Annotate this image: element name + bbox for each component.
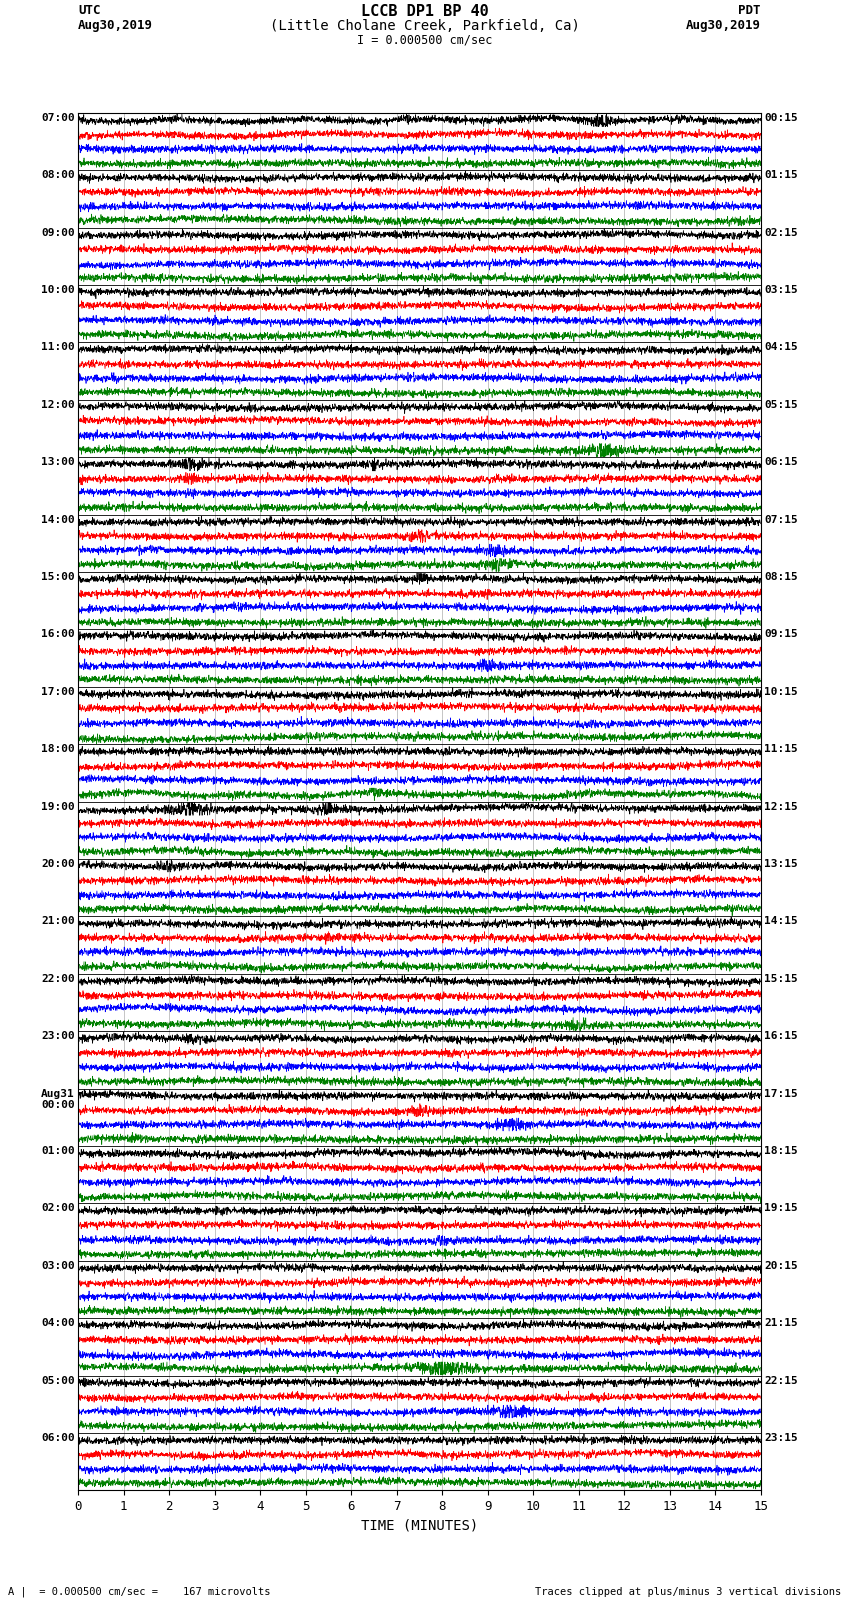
Text: 23:15: 23:15	[764, 1432, 798, 1444]
Text: (Little Cholane Creek, Parkfield, Ca): (Little Cholane Creek, Parkfield, Ca)	[270, 18, 580, 32]
Text: Aug30,2019: Aug30,2019	[78, 18, 153, 32]
Text: 08:15: 08:15	[764, 573, 798, 582]
X-axis label: TIME (MINUTES): TIME (MINUTES)	[361, 1519, 478, 1532]
Text: 10:15: 10:15	[764, 687, 798, 697]
Text: LCCB DP1 BP 40: LCCB DP1 BP 40	[361, 5, 489, 19]
Text: 18:00: 18:00	[41, 744, 75, 755]
Text: 09:00: 09:00	[41, 227, 75, 237]
Text: 17:00: 17:00	[41, 687, 75, 697]
Text: 10:00: 10:00	[41, 286, 75, 295]
Text: 02:15: 02:15	[764, 227, 798, 237]
Text: 13:15: 13:15	[764, 860, 798, 869]
Text: UTC: UTC	[78, 5, 100, 18]
Text: A |  = 0.000500 cm/sec =    167 microvolts: A | = 0.000500 cm/sec = 167 microvolts	[8, 1586, 271, 1597]
Text: 06:00: 06:00	[41, 1432, 75, 1444]
Text: 03:15: 03:15	[764, 286, 798, 295]
Text: 06:15: 06:15	[764, 458, 798, 468]
Text: 03:00: 03:00	[41, 1261, 75, 1271]
Text: 20:15: 20:15	[764, 1261, 798, 1271]
Text: 11:00: 11:00	[41, 342, 75, 353]
Text: Traces clipped at plus/minus 3 vertical divisions: Traces clipped at plus/minus 3 vertical …	[536, 1587, 842, 1597]
Text: 14:00: 14:00	[41, 515, 75, 524]
Text: 20:00: 20:00	[41, 860, 75, 869]
Text: 01:15: 01:15	[764, 171, 798, 181]
Text: 21:15: 21:15	[764, 1318, 798, 1327]
Text: 12:00: 12:00	[41, 400, 75, 410]
Text: 01:00: 01:00	[41, 1145, 75, 1157]
Text: 04:15: 04:15	[764, 342, 798, 353]
Text: PDT: PDT	[739, 5, 761, 18]
Text: 22:00: 22:00	[41, 974, 75, 984]
Text: Aug31
00:00: Aug31 00:00	[41, 1089, 75, 1110]
Text: 16:15: 16:15	[764, 1031, 798, 1042]
Text: 18:15: 18:15	[764, 1145, 798, 1157]
Text: 19:00: 19:00	[41, 802, 75, 811]
Text: 09:15: 09:15	[764, 629, 798, 639]
Text: 08:00: 08:00	[41, 171, 75, 181]
Text: Aug30,2019: Aug30,2019	[686, 18, 761, 32]
Text: 05:15: 05:15	[764, 400, 798, 410]
Text: 11:15: 11:15	[764, 744, 798, 755]
Text: 19:15: 19:15	[764, 1203, 798, 1213]
Text: 02:00: 02:00	[41, 1203, 75, 1213]
Text: 22:15: 22:15	[764, 1376, 798, 1386]
Text: 12:15: 12:15	[764, 802, 798, 811]
Text: 23:00: 23:00	[41, 1031, 75, 1042]
Text: 13:00: 13:00	[41, 458, 75, 468]
Text: 21:00: 21:00	[41, 916, 75, 926]
Text: 14:15: 14:15	[764, 916, 798, 926]
Text: 15:00: 15:00	[41, 573, 75, 582]
Text: 07:15: 07:15	[764, 515, 798, 524]
Text: 04:00: 04:00	[41, 1318, 75, 1327]
Text: 05:00: 05:00	[41, 1376, 75, 1386]
Text: 15:15: 15:15	[764, 974, 798, 984]
Text: 07:00: 07:00	[41, 113, 75, 123]
Text: I = 0.000500 cm/sec: I = 0.000500 cm/sec	[357, 32, 493, 47]
Text: 16:00: 16:00	[41, 629, 75, 639]
Text: 00:15: 00:15	[764, 113, 798, 123]
Text: 17:15: 17:15	[764, 1089, 798, 1098]
